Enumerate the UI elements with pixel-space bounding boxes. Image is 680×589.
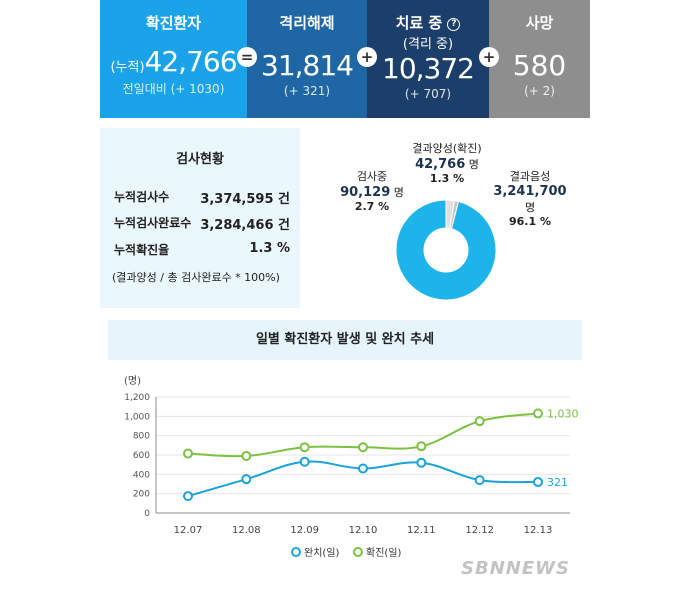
data-point <box>183 491 193 502</box>
plus-icon: + <box>479 47 499 67</box>
test-row-label: 누적확진율 <box>114 243 170 257</box>
treatment-value: 10,372 <box>382 52 475 85</box>
legend-marker <box>291 547 301 557</box>
pie-positive-pct: 1.3 % <box>429 172 465 185</box>
y-tick-label: 1,200 <box>124 393 150 403</box>
plus-icon: + <box>357 47 377 67</box>
confirmed-title: 확진환자 <box>145 14 202 32</box>
legend-label: 확진(일) <box>366 547 402 559</box>
x-tick-label: 12.07 <box>174 525 203 536</box>
treatment-title: 치료 중 <box>395 14 443 32</box>
test-row-value: 3,284,466 건 <box>200 218 290 233</box>
pie-negative-pct: 96.1 % <box>509 215 551 228</box>
data-point <box>183 448 193 459</box>
data-label: 1,030 <box>547 407 579 420</box>
data-point <box>533 408 543 419</box>
covid-dashboard: 확진환자 (누적)42,766 전일대비 (+ 1030) 격리해제 31,81… <box>100 0 590 589</box>
confirmed-card: 확진환자 (누적)42,766 전일대비 (+ 1030) <box>100 0 247 118</box>
help-icon[interactable]: ? <box>447 18 461 31</box>
pie-slice-negative <box>395 199 497 301</box>
legend-label: 완치(일) <box>304 547 340 559</box>
released-card: 격리해제 31,814 (+ 321) <box>247 0 367 118</box>
deaths-change: (+ 2) <box>524 84 555 98</box>
data-point <box>241 474 252 485</box>
pie-testing-value: 90,129 <box>340 185 391 200</box>
released-title: 격리해제 <box>279 14 335 32</box>
data-point <box>416 457 427 468</box>
pie-positive-value: 42,766 <box>415 157 466 172</box>
data-point <box>474 475 485 486</box>
test-row-value: 3,374,595 건 <box>200 192 290 207</box>
test-status-section: 검사현황 누적검사수 3,374,595 건 누적검사완료수 3,284,466… <box>100 128 590 308</box>
deaths-value: 580 <box>512 49 567 82</box>
pie-label-negative: 결과음성 3,241,700 명 96.1 % <box>475 168 585 228</box>
y-tick-label: 200 <box>133 490 150 500</box>
pie-testing-pct: 2.7 % <box>354 200 390 213</box>
data-point <box>358 442 368 453</box>
pie-slice-positive <box>449 200 460 230</box>
legend-marker <box>353 547 363 557</box>
treatment-change: (+ 707) <box>404 87 452 101</box>
treatment-subtitle: (격리 중) <box>402 37 454 52</box>
test-status-title: 검사현황 <box>176 152 224 167</box>
data-point <box>358 463 368 474</box>
confirmed-change: 전일대비 (+ 1030) <box>122 82 225 96</box>
y-tick-label: 0 <box>144 509 150 519</box>
data-point <box>241 450 252 461</box>
watermark: SBNNEWS <box>461 558 570 579</box>
data-point <box>299 442 310 453</box>
y-tick-label: 800 <box>133 432 150 442</box>
pie-label-testing: 검사중 90,129 명 2.7 % <box>332 168 412 213</box>
pie-negative-unit: 명 <box>524 201 536 214</box>
deaths-title: 사망 <box>525 14 554 32</box>
confirmed-value: 42,766 <box>144 45 238 78</box>
x-tick-label: 12.08 <box>232 525 261 536</box>
released-value: 31,814 <box>261 49 354 82</box>
pie-negative-label: 결과음성 <box>509 170 551 183</box>
data-point <box>416 441 427 452</box>
test-status-note: (결과양성 / 총 검사완료수 * 100%) <box>112 271 280 284</box>
x-tick-label: 12.12 <box>465 525 494 536</box>
x-tick-label: 12.11 <box>407 525 436 536</box>
equals-icon: = <box>237 47 257 67</box>
y-axis-label: (명) <box>124 375 141 387</box>
y-tick-label: 400 <box>133 470 150 480</box>
data-point <box>299 456 310 467</box>
pie-chart <box>395 199 497 301</box>
y-tick-label: 600 <box>133 451 150 461</box>
pie-positive-label: 결과양성(확진) <box>412 142 482 155</box>
data-point <box>533 476 543 487</box>
test-row-label: 누적검사완료수 <box>114 216 192 230</box>
test-row-label: 누적검사수 <box>114 190 170 204</box>
data-point <box>474 416 485 427</box>
released-change: (+ 321) <box>283 84 331 98</box>
treatment-card: 치료 중 ? (격리 중) 10,372 (+ 707) <box>367 0 489 118</box>
x-tick-label: 12.10 <box>349 525 378 536</box>
test-status-panel: 검사현황 누적검사수 3,374,595 건 누적검사완료수 3,284,466… <box>100 128 300 308</box>
x-tick-label: 12.09 <box>290 525 319 536</box>
stat-cards: 확진환자 (누적)42,766 전일대비 (+ 1030) 격리해제 31,81… <box>100 0 590 118</box>
y-tick-label: 1,000 <box>124 412 150 422</box>
deaths-card: 사망 580 (+ 2) <box>489 0 590 118</box>
confirmed-prefix: (누적) <box>110 60 145 75</box>
test-row-value: 1.3 % <box>249 241 290 256</box>
treatment-title-line: 치료 중 ? <box>367 12 489 33</box>
pie-testing-unit: 명 <box>393 186 404 199</box>
pie-testing-label: 검사중 <box>356 170 388 183</box>
x-tick-label: 12.13 <box>524 525 553 536</box>
pie-label-positive: 결과양성(확진) 42,766 명 1.3 % <box>397 140 497 185</box>
chart-title: 일별 확진환자 발생 및 완치 추세 <box>108 320 582 360</box>
pie-negative-value: 3,241,700 <box>493 184 567 199</box>
line-chart: (명) 0 200 400 600 800 1,000 1,200 12.07 12.08 12.0… <box>124 375 579 559</box>
pie-positive-unit: 명 <box>468 158 479 171</box>
line-chart-section: 일별 확진환자 발생 및 완치 추세 (명) 0 200 400 600 800 1,000… <box>100 320 590 580</box>
confirmed-value-line: (누적)42,766 <box>100 45 247 78</box>
data-label: 321 <box>547 476 568 489</box>
